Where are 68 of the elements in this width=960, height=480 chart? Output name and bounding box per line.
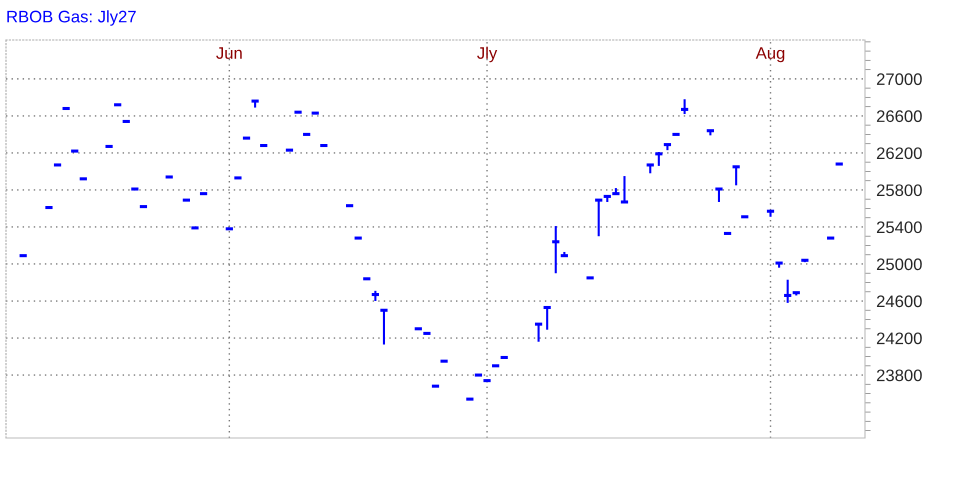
candlestick <box>552 224 560 274</box>
candlestick <box>182 198 190 202</box>
candlestick <box>492 364 500 368</box>
candlestick <box>440 360 448 363</box>
candlestick <box>45 206 53 210</box>
candlestick <box>827 236 834 240</box>
candlestick <box>191 226 199 230</box>
candlestick <box>71 150 78 153</box>
candlestick <box>312 112 319 115</box>
candlestick <box>140 205 148 208</box>
candlestick <box>620 175 628 204</box>
candlestick <box>226 227 233 230</box>
candlestick <box>354 236 362 240</box>
y-tick-label: 25000 <box>876 258 922 270</box>
candlestick <box>586 276 594 280</box>
y-tick-label: 24200 <box>876 332 922 344</box>
candlestick <box>363 277 370 280</box>
candlestick <box>105 144 113 148</box>
candlestick <box>655 150 662 167</box>
candlestick <box>784 278 792 304</box>
y-tick-label: 26200 <box>876 147 922 160</box>
y-tick-label: 24600 <box>876 295 922 308</box>
y-tick-label: 26600 <box>876 110 922 122</box>
candlestick <box>715 187 723 204</box>
candlestick <box>166 175 173 179</box>
candlestick <box>483 379 491 382</box>
candlestick <box>595 198 602 238</box>
candlestick <box>724 232 732 235</box>
y-tick-label: 25800 <box>876 184 922 196</box>
candlestick <box>80 177 87 180</box>
candlestick <box>346 204 354 208</box>
x-tick-label: Aug <box>756 47 784 62</box>
candlestick <box>114 103 122 106</box>
candlestick <box>544 306 551 331</box>
candlestick <box>20 254 27 258</box>
candlestick <box>131 187 138 191</box>
candlestick <box>646 163 654 174</box>
y-tick-label: 27000 <box>876 73 922 86</box>
candlestick <box>303 132 310 136</box>
candlestick <box>836 162 843 166</box>
candlestick <box>122 120 130 123</box>
candlestick <box>54 163 62 166</box>
candlestick <box>234 176 242 180</box>
candlestick <box>732 165 740 186</box>
candlestick <box>474 374 482 377</box>
candlestick <box>320 144 328 148</box>
y-tick-label: 25400 <box>876 221 922 234</box>
candlestick <box>380 308 388 346</box>
chart-title: RBOB Gas: Jly27 <box>7 10 136 26</box>
candlestick <box>372 290 379 302</box>
candlestick <box>286 148 294 152</box>
y-tick-label: 23800 <box>876 369 922 382</box>
candlestick <box>741 215 748 218</box>
candlestick <box>681 98 688 116</box>
candlestick <box>672 132 680 136</box>
candlestick <box>500 356 508 360</box>
candlestick <box>534 322 542 343</box>
candlestick <box>466 398 474 401</box>
candlestick <box>423 332 431 335</box>
candlestick <box>414 327 422 330</box>
x-tick-label: Jly <box>477 46 498 62</box>
candlestick <box>294 110 302 114</box>
candlestick <box>260 144 268 148</box>
candlestick <box>242 136 250 140</box>
candlestick <box>200 192 208 196</box>
x-tick-label: Jun <box>216 47 242 59</box>
candlestick <box>432 384 440 388</box>
candlestick <box>62 106 70 110</box>
